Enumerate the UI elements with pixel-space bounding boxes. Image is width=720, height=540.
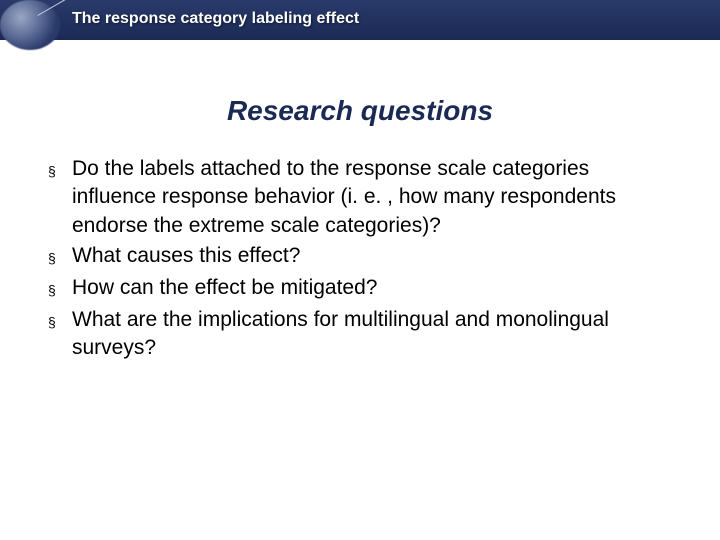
bullet-text: What are the implications for multilingu… — [72, 306, 668, 363]
bullet-marker: § — [48, 155, 72, 185]
bullet-text: Do the labels attached to the response s… — [72, 155, 668, 240]
list-item: § Do the labels attached to the response… — [48, 155, 668, 240]
bullet-text: What causes this effect? — [72, 242, 668, 270]
bullet-marker: § — [48, 242, 72, 272]
bullet-marker: § — [48, 274, 72, 304]
bullet-text: How can the effect be mitigated? — [72, 274, 668, 302]
list-item: § What causes this effect? — [48, 242, 668, 272]
header-bar: The response category labeling effect — [0, 0, 720, 40]
header-title: The response category labeling effect — [72, 10, 359, 28]
bullet-list: § Do the labels attached to the response… — [48, 155, 668, 365]
list-item: § What are the implications for multilin… — [48, 306, 668, 363]
slide-title: Research questions — [0, 95, 720, 127]
bullet-marker: § — [48, 306, 72, 336]
list-item: § How can the effect be mitigated? — [48, 274, 668, 304]
